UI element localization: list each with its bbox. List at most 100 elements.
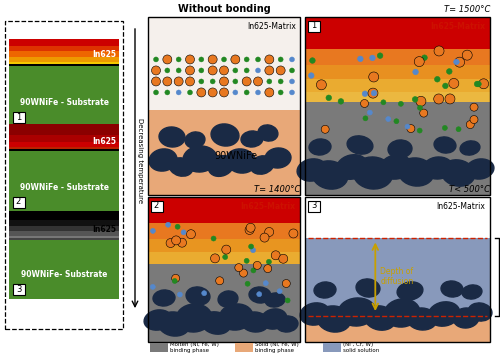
FancyBboxPatch shape — [150, 201, 162, 211]
Circle shape — [470, 103, 478, 111]
Circle shape — [242, 77, 251, 86]
Circle shape — [178, 238, 186, 247]
Text: Molten (Ni, Fe, W)
binding phase: Molten (Ni, Fe, W) binding phase — [170, 342, 219, 353]
Circle shape — [231, 55, 240, 64]
Ellipse shape — [397, 282, 423, 300]
Circle shape — [265, 88, 274, 97]
Circle shape — [278, 57, 283, 62]
Ellipse shape — [398, 158, 434, 186]
Text: T= 1400°C: T= 1400°C — [254, 185, 300, 193]
Bar — [148, 197, 300, 342]
Text: 90WNiFe - Substrate: 90WNiFe - Substrate — [20, 98, 108, 107]
Ellipse shape — [423, 157, 453, 179]
Circle shape — [378, 53, 383, 59]
Text: In625-Matrix: In625-Matrix — [247, 22, 296, 31]
Circle shape — [422, 55, 428, 60]
Circle shape — [368, 88, 378, 98]
Circle shape — [290, 57, 294, 62]
Circle shape — [276, 66, 285, 75]
Text: T= 1500°C: T= 1500°C — [444, 5, 490, 14]
Bar — [9, 62, 119, 65]
Circle shape — [466, 121, 474, 129]
Ellipse shape — [441, 281, 463, 297]
Circle shape — [368, 72, 378, 82]
Circle shape — [372, 90, 377, 96]
Circle shape — [474, 81, 480, 87]
Circle shape — [470, 116, 478, 124]
Text: 3: 3 — [16, 285, 21, 293]
Circle shape — [277, 289, 282, 294]
Circle shape — [197, 88, 206, 97]
Bar — [9, 57, 119, 62]
Circle shape — [175, 224, 180, 229]
Ellipse shape — [462, 285, 482, 299]
Bar — [9, 135, 119, 142]
Ellipse shape — [441, 160, 475, 186]
FancyBboxPatch shape — [12, 196, 24, 207]
Bar — [305, 102, 490, 195]
Circle shape — [416, 96, 426, 106]
FancyBboxPatch shape — [12, 283, 24, 295]
Ellipse shape — [314, 282, 336, 298]
Circle shape — [222, 245, 231, 254]
Bar — [148, 239, 300, 252]
FancyBboxPatch shape — [308, 20, 320, 31]
Circle shape — [186, 55, 194, 64]
Circle shape — [316, 80, 326, 90]
Bar — [9, 39, 119, 46]
Circle shape — [186, 66, 194, 75]
Ellipse shape — [208, 156, 234, 176]
Ellipse shape — [169, 158, 193, 176]
Bar — [9, 124, 119, 212]
Circle shape — [368, 110, 372, 115]
Circle shape — [454, 57, 464, 67]
Circle shape — [244, 57, 249, 62]
Ellipse shape — [460, 141, 480, 155]
Ellipse shape — [176, 304, 212, 332]
Bar — [150, 343, 168, 352]
Ellipse shape — [336, 155, 368, 179]
Ellipse shape — [300, 303, 330, 325]
Text: In625: In625 — [92, 225, 116, 234]
Circle shape — [208, 88, 217, 97]
Circle shape — [381, 100, 386, 105]
Ellipse shape — [453, 308, 479, 328]
Text: 2: 2 — [154, 201, 159, 211]
Ellipse shape — [384, 299, 420, 327]
Circle shape — [222, 57, 226, 62]
Bar — [305, 197, 490, 238]
Circle shape — [256, 90, 260, 95]
Circle shape — [413, 69, 418, 75]
Bar — [305, 49, 490, 65]
Circle shape — [199, 57, 204, 62]
Circle shape — [220, 88, 228, 97]
Bar — [148, 223, 300, 239]
Bar — [9, 46, 119, 51]
Bar — [9, 236, 119, 239]
Ellipse shape — [407, 308, 437, 330]
Bar — [9, 51, 119, 57]
Ellipse shape — [261, 309, 287, 329]
Circle shape — [210, 254, 220, 263]
Circle shape — [434, 94, 444, 104]
Ellipse shape — [241, 312, 269, 332]
Bar — [305, 92, 490, 102]
Bar — [9, 124, 119, 135]
Circle shape — [289, 229, 298, 238]
Circle shape — [254, 77, 262, 86]
Text: In625-Matrix: In625-Matrix — [430, 22, 485, 31]
Ellipse shape — [434, 137, 456, 153]
Circle shape — [321, 125, 329, 133]
Circle shape — [163, 55, 172, 64]
Circle shape — [310, 58, 315, 63]
Circle shape — [165, 90, 170, 95]
Ellipse shape — [183, 146, 217, 172]
Circle shape — [370, 55, 375, 61]
Circle shape — [199, 79, 204, 84]
Bar — [305, 238, 490, 316]
Ellipse shape — [185, 132, 205, 148]
Circle shape — [165, 68, 170, 73]
Circle shape — [405, 124, 410, 129]
Text: 2: 2 — [16, 197, 21, 206]
Circle shape — [358, 56, 363, 62]
